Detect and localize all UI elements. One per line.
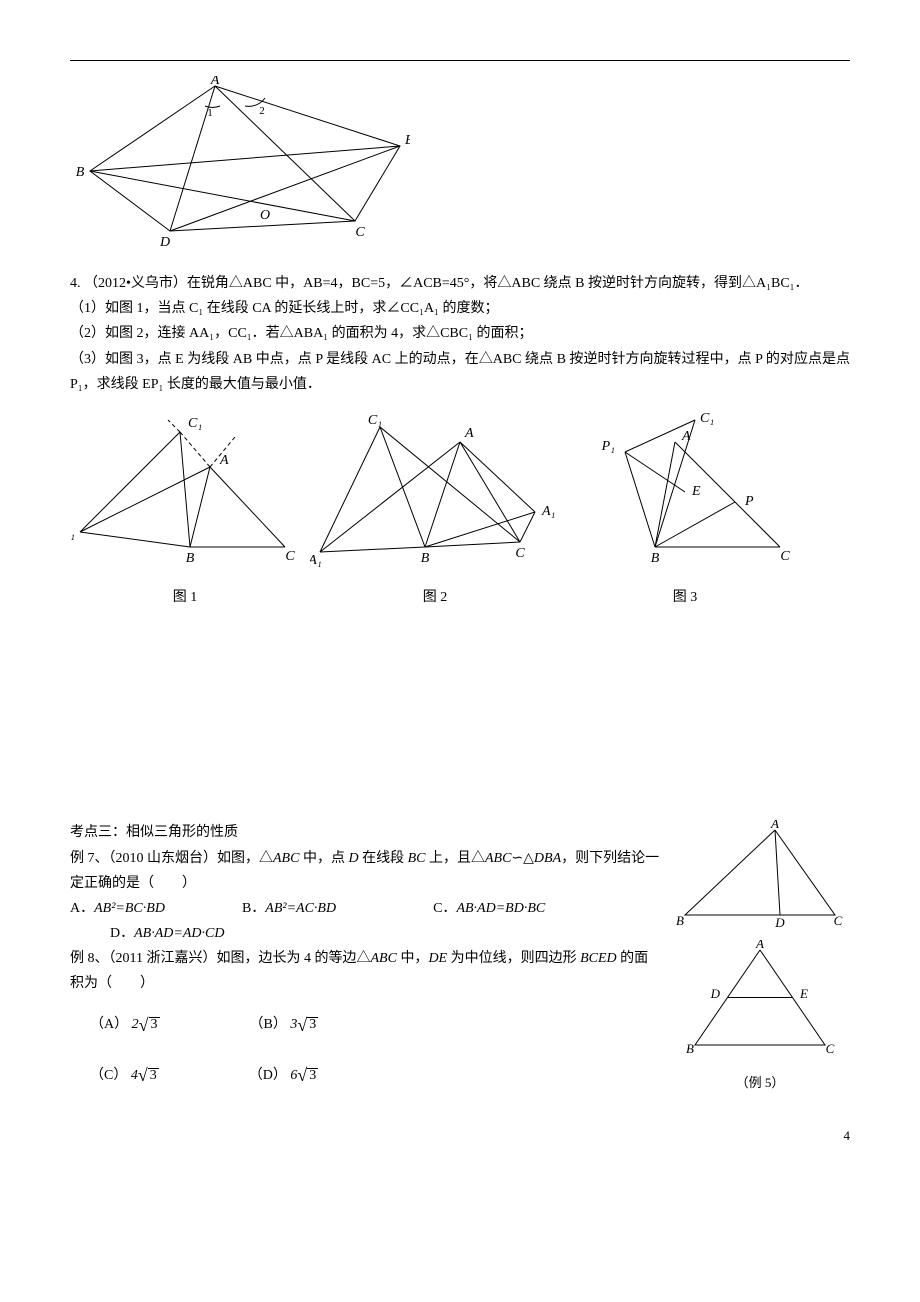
figures-4: A₁ B C A C₁ 图 1 A₁ [70,412,850,610]
p4-header: 4. （2012•义乌市）在锐角△ABC 中，AB=4，BC=5，∠ACB=45… [70,271,850,296]
caption-4-1: 图 1 [70,585,300,610]
label-C: C [355,225,365,240]
figure-4-1: A₁ B C A C₁ 图 1 [70,412,300,610]
top-rule [70,60,850,61]
svg-text:A: A [755,940,764,951]
section-3: 考点三：相似三角形的性质 例 7、（2010 山东烟台）如图，△ABC 中，点 … [70,820,850,1094]
svg-text:B: B [676,913,684,928]
ex7-options-row2: D．AB·AD=AD·CD [70,921,660,946]
svg-text:E: E [799,986,808,1001]
svg-text:A: A [770,820,779,831]
figure-4-3: B C A C₁ P₁ E P 图 3 [570,412,800,610]
page-number: 4 [70,1124,850,1147]
label-A: A [210,76,220,88]
figure-4-2: A₁ B C A C₁ A₁ 图 2 [310,412,560,610]
caption-4-3: 图 3 [570,585,800,610]
p4-3: （3）如图 3，点 E 为线段 AB 中点，点 P 是线段 AC 上的动点，在△… [70,347,850,397]
svg-text:D: D [774,915,785,930]
figure-top: A B D C E O 1 2 [70,76,850,246]
svg-text:B: B [686,1041,694,1056]
p4-2: （2）如图 2，连接 AA₁，CC₁．若△ABA₁ 的面积为 4，求△CBC₁ … [70,321,850,346]
label-O: O [260,208,270,223]
svg-text:B: B [651,551,660,566]
section-3-title: 考点三：相似三角形的性质 [70,820,660,845]
svg-text:A: A [219,453,229,468]
figure-ex8-caption: （例 5） [670,1071,850,1094]
ex7-options-row1: A．AB²=BC·BD B．AB²=AC·BD C．AB·AD=BD·BC [70,896,660,921]
figure-ex7: A B C D [675,820,845,930]
caption-4-2: 图 2 [310,585,560,610]
svg-text:C: C [780,549,790,564]
p4-1: （1）如图 1，当点 C₁ 在线段 CA 的延长线上时，求∠CC₁A₁ 的度数； [70,296,850,321]
label-1: 1 [207,107,213,119]
svg-text:C: C [834,913,843,928]
svg-text:A: A [681,429,691,444]
svg-text:A₁: A₁ [310,553,322,568]
figure-ex8: A B C D E [675,940,845,1060]
problem-4: 4. （2012•义乌市）在锐角△ABC 中，AB=4，BC=5，∠ACB=45… [70,271,850,397]
svg-text:C: C [285,549,295,564]
svg-text:D: D [710,986,721,1001]
svg-text:B: B [421,551,430,566]
svg-text:A₁: A₁ [541,504,555,519]
svg-text:C: C [826,1041,835,1056]
label-D: D [159,235,170,246]
ex8-options-row1: （A） 2 √3 （B） 3 √3 [90,1009,660,1041]
label-2: 2 [259,105,265,117]
label-E: E [404,133,410,148]
svg-text:P₁: P₁ [601,439,615,454]
svg-text:C₁: C₁ [368,413,382,428]
svg-text:A₁: A₁ [70,526,75,541]
svg-text:C₁: C₁ [700,412,714,426]
svg-text:B: B [186,551,195,566]
ex7: 例 7、（2010 山东烟台）如图，△ABC 中，点 D 在线段 BC 上，且△… [70,846,660,896]
ex8-options-row2: （C） 4 √3 （D） 6 √3 [90,1059,660,1091]
svg-text:A: A [464,426,474,441]
svg-text:C: C [515,546,525,561]
svg-text:P: P [744,494,754,509]
label-B: B [76,165,85,180]
svg-text:C₁: C₁ [188,416,202,431]
ex8: 例 8、（2011 浙江嘉兴）如图，边长为 4 的等边△ABC 中，DE 为中位… [70,946,660,996]
svg-text:E: E [691,484,701,499]
